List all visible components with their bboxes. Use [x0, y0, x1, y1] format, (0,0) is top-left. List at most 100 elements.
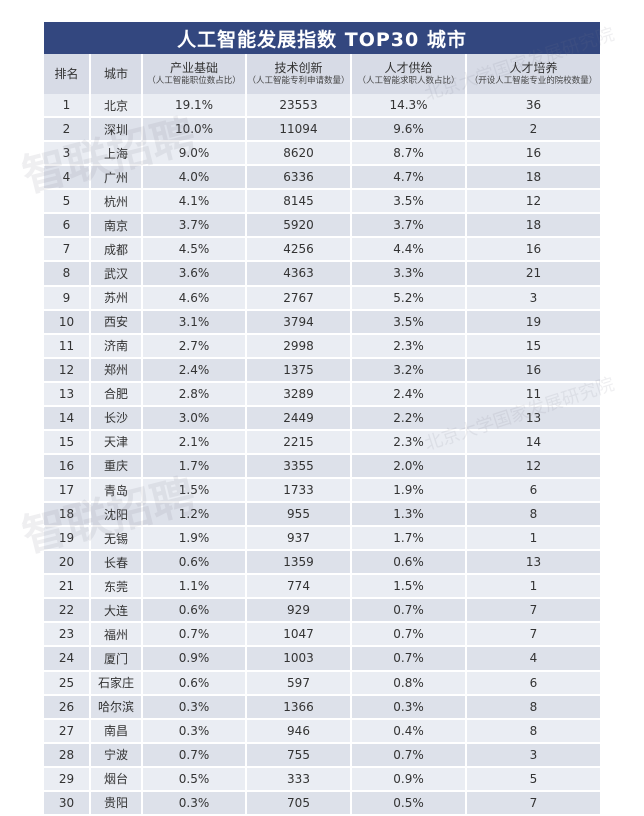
table-row: 21 东莞 1.1% 774 1.5% 1 — [44, 575, 600, 600]
innovation-cell: 5920 — [247, 214, 352, 239]
rank-cell: 23 — [44, 623, 91, 648]
industry-cell: 0.9% — [143, 647, 247, 672]
industry-cell: 0.5% — [143, 767, 247, 792]
industry-cell: 0.3% — [143, 719, 247, 744]
table-row: 28 宁波 0.7% 755 0.7% 3 — [44, 743, 600, 768]
supply-cell: 3.3% — [352, 262, 467, 287]
city-cell: 西安 — [91, 310, 143, 335]
industry-cell: 3.0% — [143, 406, 247, 431]
innovation-cell: 955 — [247, 503, 352, 528]
supply-cell: 4.4% — [352, 238, 467, 263]
industry-cell: 4.1% — [143, 190, 247, 215]
rank-cell: 27 — [44, 719, 91, 744]
training-cell: 3 — [467, 286, 600, 311]
training-cell: 19 — [467, 310, 600, 335]
supply-cell: 1.9% — [352, 479, 467, 504]
training-cell: 13 — [467, 406, 600, 431]
rank-cell: 19 — [44, 527, 91, 552]
rank-cell: 28 — [44, 743, 91, 768]
city-cell: 长春 — [91, 551, 143, 576]
header-label: 技术创新 — [274, 61, 323, 75]
rank-cell: 29 — [44, 767, 91, 792]
supply-cell: 2.3% — [352, 430, 467, 455]
innovation-cell: 946 — [247, 719, 352, 744]
supply-cell: 3.2% — [352, 358, 467, 383]
header-rank: 排名 — [44, 54, 91, 94]
table-row: 3 上海 9.0% 8620 8.7% 16 — [44, 142, 600, 167]
innovation-cell: 1047 — [247, 623, 352, 648]
city-cell: 北京 — [91, 94, 143, 119]
industry-cell: 3.7% — [143, 214, 247, 239]
industry-cell: 1.2% — [143, 503, 247, 528]
training-cell: 8 — [467, 503, 600, 528]
rank-cell: 26 — [44, 695, 91, 720]
rank-cell: 13 — [44, 382, 91, 407]
city-cell: 沈阳 — [91, 503, 143, 528]
supply-cell: 3.5% — [352, 310, 467, 335]
rank-cell: 16 — [44, 454, 91, 479]
rank-cell: 18 — [44, 503, 91, 528]
city-cell: 上海 — [91, 142, 143, 167]
city-cell: 杭州 — [91, 190, 143, 215]
supply-cell: 4.7% — [352, 166, 467, 191]
industry-cell: 1.9% — [143, 527, 247, 552]
training-cell: 8 — [467, 719, 600, 744]
city-cell: 合肥 — [91, 382, 143, 407]
innovation-cell: 1003 — [247, 647, 352, 672]
training-cell: 18 — [467, 166, 600, 191]
header-industry: 产业基础 （人工智能职位数占比） — [143, 54, 247, 94]
industry-cell: 4.6% — [143, 286, 247, 311]
table-row: 26 哈尔滨 0.3% 1366 0.3% 8 — [44, 695, 600, 720]
supply-cell: 0.5% — [352, 791, 467, 816]
training-cell: 2 — [467, 118, 600, 143]
rank-cell: 14 — [44, 406, 91, 431]
innovation-cell: 333 — [247, 767, 352, 792]
innovation-cell: 3794 — [247, 310, 352, 335]
training-cell: 16 — [467, 142, 600, 167]
industry-cell: 0.6% — [143, 671, 247, 696]
training-cell: 7 — [467, 623, 600, 648]
innovation-cell: 8145 — [247, 190, 352, 215]
city-cell: 重庆 — [91, 454, 143, 479]
industry-cell: 2.8% — [143, 382, 247, 407]
rank-cell: 21 — [44, 575, 91, 600]
training-cell: 5 — [467, 767, 600, 792]
innovation-cell: 1366 — [247, 695, 352, 720]
table-row: 16 重庆 1.7% 3355 2.0% 12 — [44, 454, 600, 479]
training-cell: 4 — [467, 647, 600, 672]
city-cell: 宁波 — [91, 743, 143, 768]
city-cell: 武汉 — [91, 262, 143, 287]
training-cell: 15 — [467, 334, 600, 359]
industry-cell: 0.6% — [143, 599, 247, 624]
supply-cell: 0.7% — [352, 743, 467, 768]
rank-cell: 22 — [44, 599, 91, 624]
supply-cell: 0.7% — [352, 599, 467, 624]
training-cell: 16 — [467, 358, 600, 383]
supply-cell: 9.6% — [352, 118, 467, 143]
training-cell: 11 — [467, 382, 600, 407]
header-label: 城市 — [103, 66, 128, 81]
innovation-cell: 11094 — [247, 118, 352, 143]
industry-cell: 9.0% — [143, 142, 247, 167]
innovation-cell: 705 — [247, 791, 352, 816]
header-sublabel: （人工智能求职人数占比） — [357, 76, 460, 86]
training-cell: 6 — [467, 671, 600, 696]
header-talent-supply: 人才供给 （人工智能求职人数占比） — [352, 54, 467, 94]
innovation-cell: 2767 — [247, 286, 352, 311]
supply-cell: 14.3% — [352, 94, 467, 119]
innovation-cell: 597 — [247, 671, 352, 696]
supply-cell: 8.7% — [352, 142, 467, 167]
rank-cell: 25 — [44, 671, 91, 696]
table-row: 9 苏州 4.6% 2767 5.2% 3 — [44, 286, 600, 311]
training-cell: 1 — [467, 575, 600, 600]
innovation-cell: 937 — [247, 527, 352, 552]
city-ranking-table: 排名 城市 产业基础 （人工智能职位数占比） 技术创新 （人工智能专利申请数量）… — [44, 54, 600, 816]
training-cell: 14 — [467, 430, 600, 455]
city-cell: 南京 — [91, 214, 143, 239]
table-row: 15 天津 2.1% 2215 2.3% 14 — [44, 430, 600, 455]
innovation-cell: 1733 — [247, 479, 352, 504]
rank-cell: 4 — [44, 166, 91, 191]
supply-cell: 1.7% — [352, 527, 467, 552]
table-body: 1 北京 19.1% 23553 14.3% 36 2 深圳 10.0% 11094 9.6% 2 3 上… — [44, 94, 600, 816]
supply-cell: 1.5% — [352, 575, 467, 600]
